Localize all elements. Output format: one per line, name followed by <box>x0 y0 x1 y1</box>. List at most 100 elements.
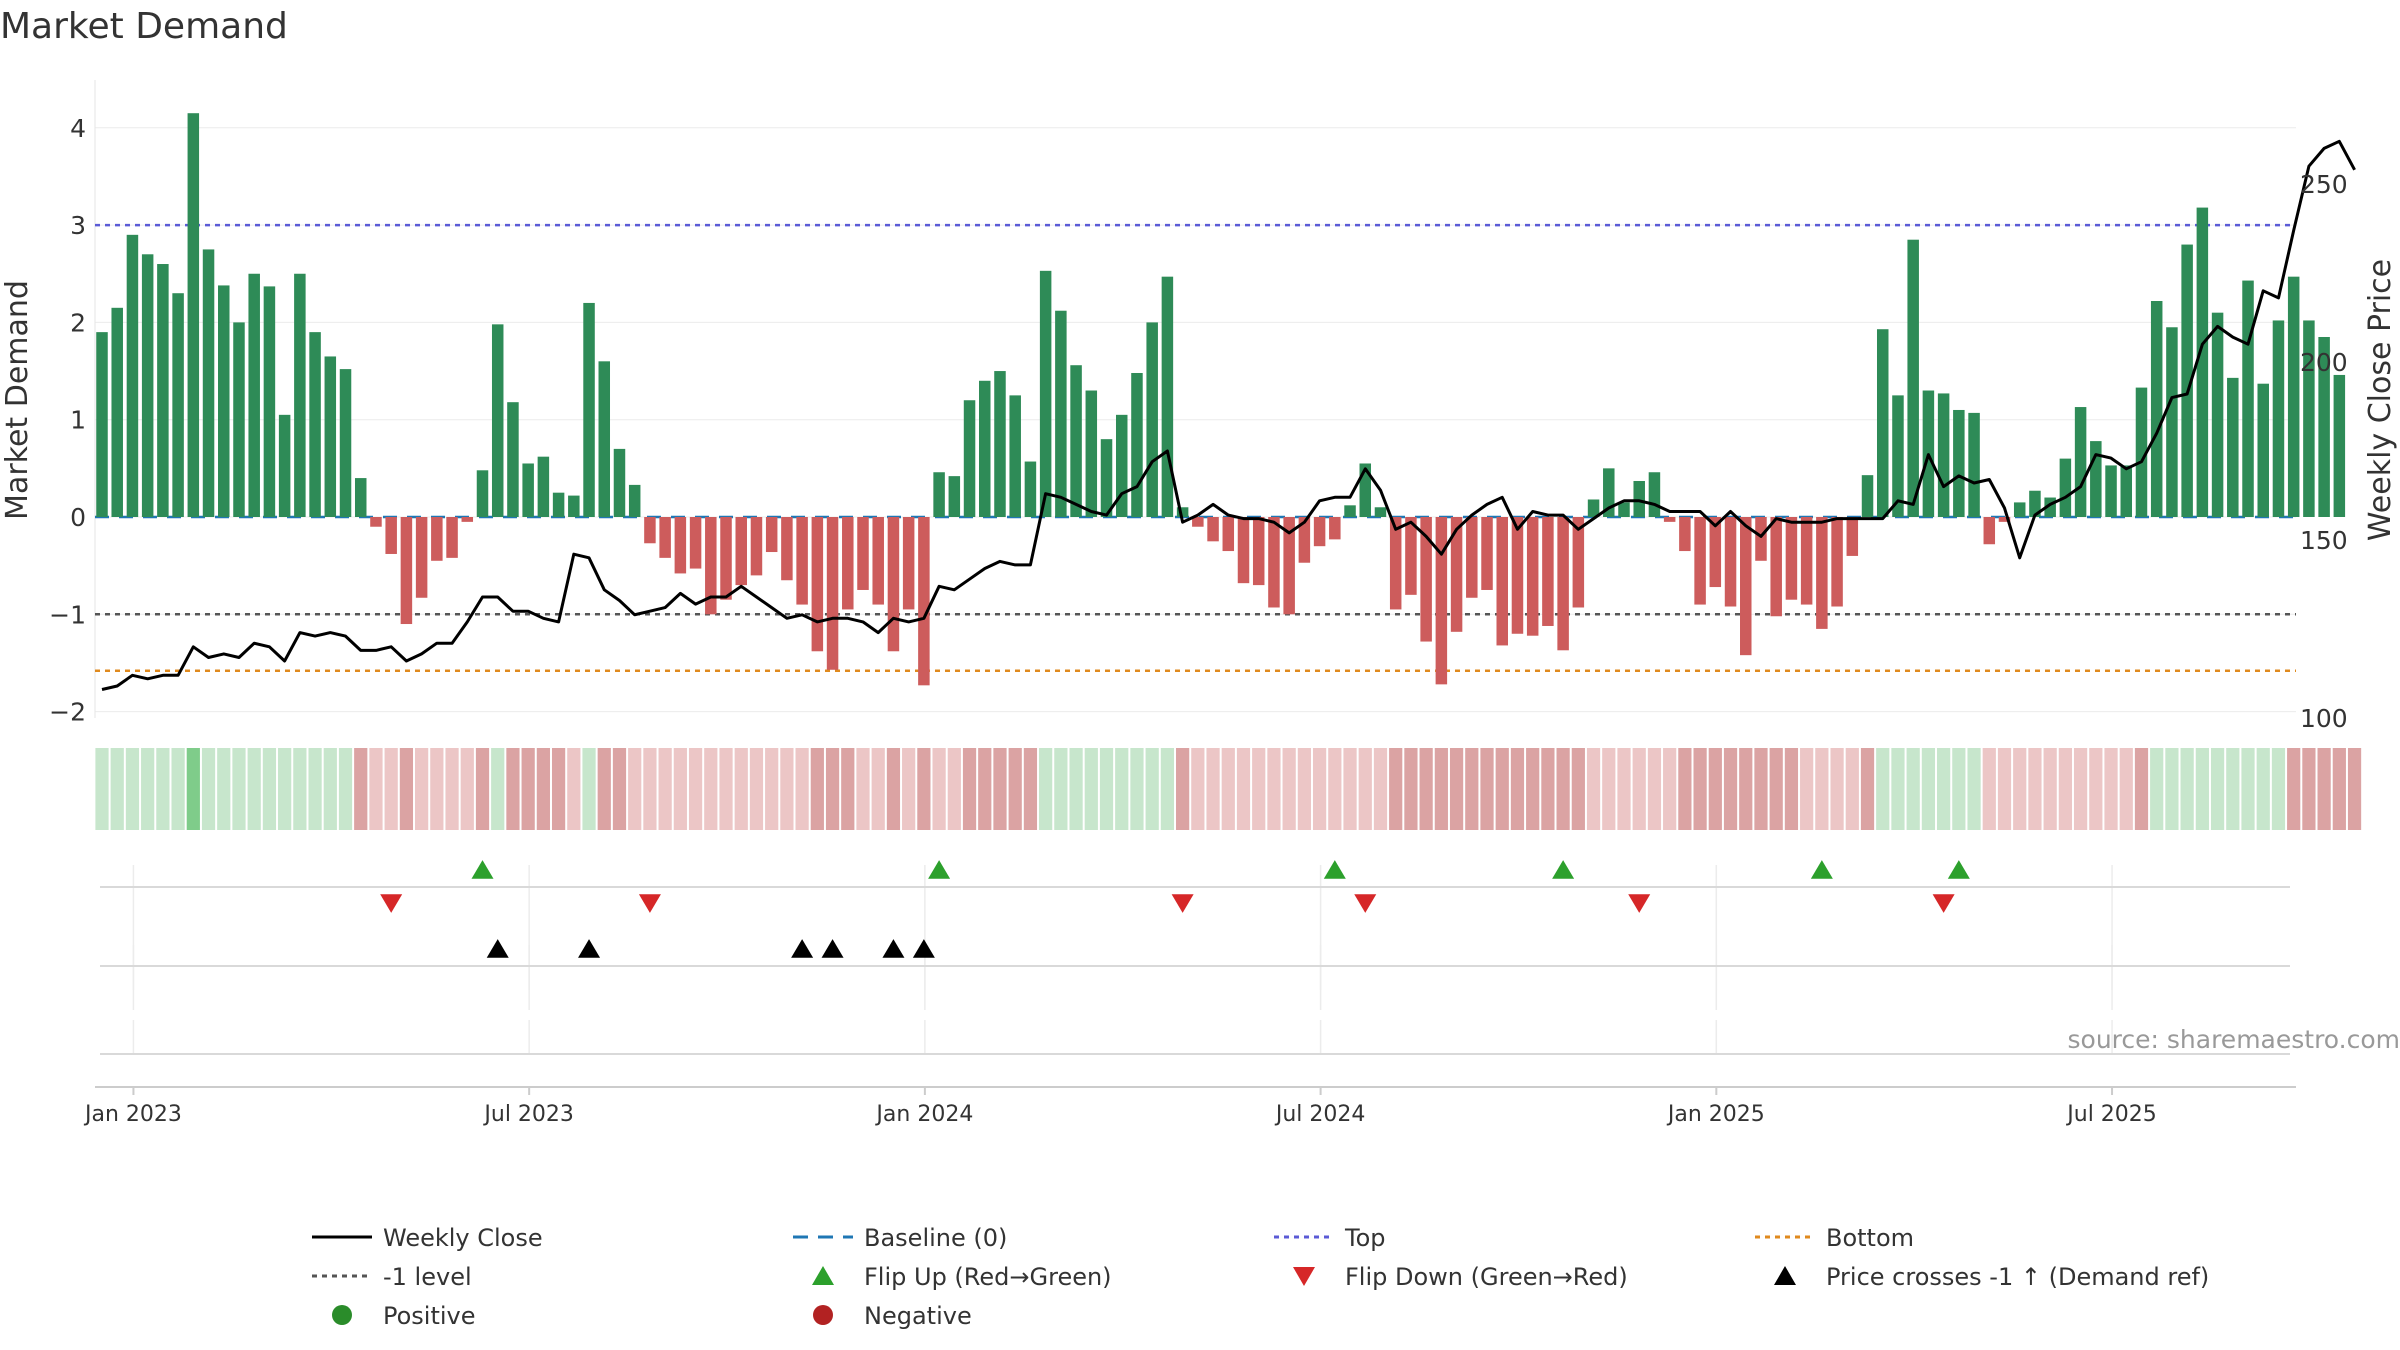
flip-down-marker <box>1932 894 1955 913</box>
negative-bar <box>826 517 839 670</box>
negative-bar <box>1192 517 1204 527</box>
heat-cell <box>201 748 216 830</box>
positive-bar <box>339 369 352 517</box>
heat-cell <box>1465 748 1479 830</box>
heat-cell <box>323 748 337 830</box>
heat-cell <box>460 748 474 830</box>
negative-bar <box>461 517 474 522</box>
positive-bar <box>948 476 961 517</box>
legend-item: Price crosses -1 ↑ (Demand ref) <box>1774 1263 2209 1291</box>
heat-cell <box>1510 748 1525 830</box>
negative-bar <box>1709 517 1722 588</box>
negative-bar <box>918 517 930 686</box>
heat-cell <box>1876 748 1890 830</box>
heat-cell <box>2332 748 2346 830</box>
negative-bar <box>842 517 854 610</box>
heat-cell <box>1541 748 1555 830</box>
heat-cell <box>1830 748 1844 830</box>
positive-bar <box>2044 497 2056 517</box>
negative-bar <box>1800 517 1813 605</box>
heat-cell <box>1556 748 1570 830</box>
heat-cell <box>369 748 383 830</box>
positive-bar <box>2211 312 2224 517</box>
heat-cell <box>1982 748 1996 830</box>
left-tick-label: −2 <box>49 698 86 727</box>
negative-bar <box>1329 517 1341 540</box>
positive-bar <box>1055 310 1067 517</box>
positive-bar <box>2318 336 2330 517</box>
positive-bar <box>2120 465 2133 517</box>
heat-cell <box>841 748 855 830</box>
heat-cell <box>886 748 901 830</box>
positive-bar <box>1100 439 1113 517</box>
x-tick-label: Jul 2023 <box>482 1102 574 1127</box>
negative-bar <box>811 517 824 652</box>
legend-label: Positive <box>383 1302 476 1330</box>
positive-bar <box>187 113 200 517</box>
source-label: source: sharemaestro.com <box>2068 1025 2400 1054</box>
heat-cell <box>1023 748 1038 830</box>
heat-cell <box>2180 748 2194 830</box>
weekly-close-line <box>101 139 2356 691</box>
flip-up-marker <box>928 860 951 879</box>
heat-cell <box>2150 748 2164 830</box>
positive-bar <box>1131 372 1143 517</box>
heat-cell <box>278 748 292 830</box>
negative-bar <box>674 517 687 574</box>
negative-bar <box>1816 517 1828 629</box>
heat-cell <box>445 748 459 830</box>
legend-label: Baseline (0) <box>864 1224 1007 1252</box>
heat-cell <box>1860 748 1875 830</box>
flip-up-marker <box>1323 860 1346 879</box>
negative-bar <box>1252 517 1265 586</box>
heat-cell <box>1693 748 1707 830</box>
positive-bar <box>309 332 321 517</box>
heat-cell <box>962 748 977 830</box>
x-tick-label: Jan 2024 <box>874 1102 973 1127</box>
x-tick-label: Jan 2025 <box>1666 1102 1765 1127</box>
legend-label: Top <box>1344 1224 1386 1252</box>
flip-up-marker <box>1552 860 1575 879</box>
negative-bar <box>1694 517 1706 605</box>
legend-item: Flip Up (Red→Green) <box>812 1263 1112 1291</box>
heat-cell <box>521 748 535 830</box>
positive-bar <box>2303 320 2315 517</box>
heat-cell <box>2271 748 2286 830</box>
negative-bar <box>1679 517 1691 552</box>
negative-bar <box>720 517 732 600</box>
heat-cell <box>2256 748 2270 830</box>
heat-cell <box>612 748 627 830</box>
positive-bar <box>2090 441 2102 517</box>
positive-bar <box>126 234 139 517</box>
heat-cell <box>1115 748 1129 830</box>
heat-cell <box>1176 748 1190 830</box>
right-tick-label: 250 <box>2300 170 2348 199</box>
heat-cell <box>2073 748 2088 830</box>
positive-bar <box>1176 507 1189 517</box>
heat-cell <box>1099 748 1114 830</box>
positive-bar <box>172 293 184 517</box>
heat-cell <box>430 748 444 830</box>
negative-bar <box>1785 517 1798 600</box>
positive-bar <box>2242 280 2254 517</box>
reference-lines <box>95 223 2296 672</box>
heat-cell <box>1297 748 1311 830</box>
heat-cell <box>947 748 961 830</box>
legend-item: Bottom <box>1755 1224 1914 1252</box>
positive-bar <box>157 264 169 517</box>
legend-label: -1 level <box>383 1263 472 1291</box>
heat-cell <box>1221 748 1235 830</box>
chart-title: Market Demand <box>0 6 288 47</box>
right-tick-label: 100 <box>2300 704 2348 733</box>
heat-cell <box>1419 748 1433 830</box>
heat-cell <box>415 748 429 830</box>
heat-cell <box>902 748 916 830</box>
negative-bar <box>1983 517 1996 545</box>
negative-bar <box>1724 517 1737 607</box>
positive-bar <box>2257 383 2269 517</box>
negative-bar <box>1466 517 1478 598</box>
positive-bar <box>263 286 276 517</box>
left-tick-label: 3 <box>70 211 86 240</box>
heat-cell <box>1602 748 1616 830</box>
heat-cell <box>1906 748 1920 830</box>
